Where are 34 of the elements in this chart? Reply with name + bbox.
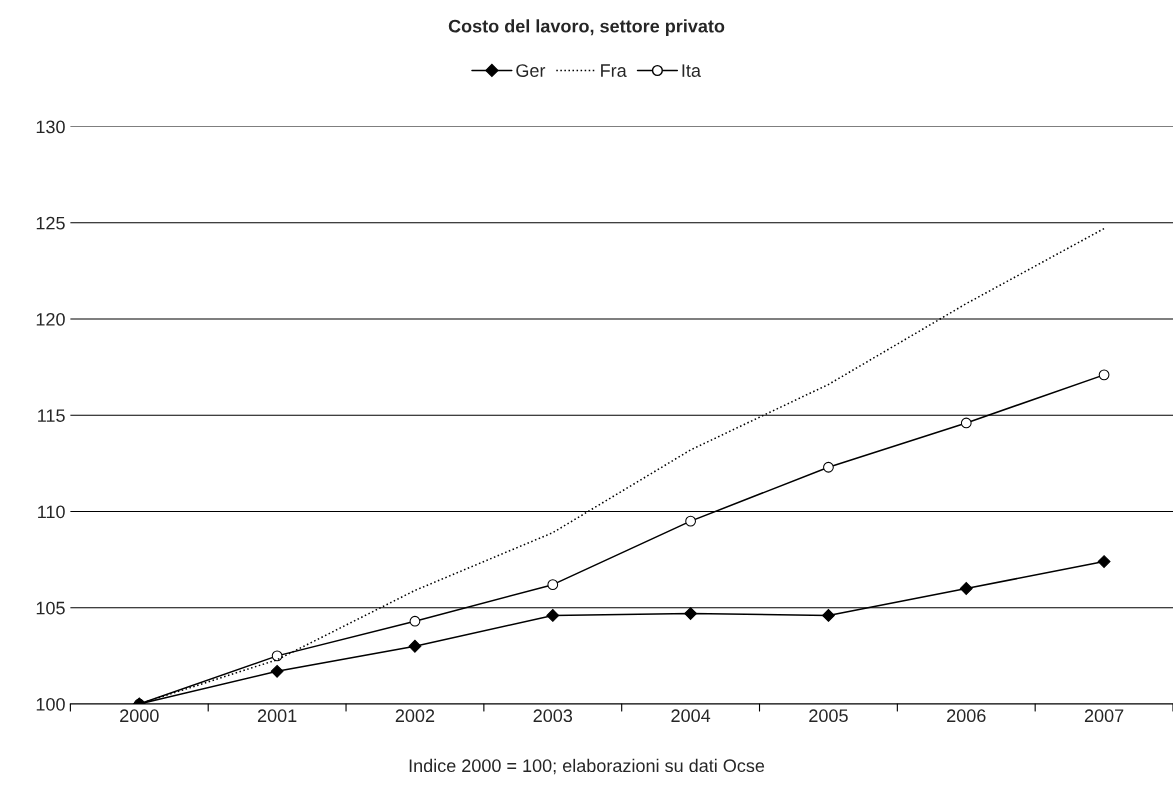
point xyxy=(959,582,973,595)
point xyxy=(684,607,698,620)
point xyxy=(271,650,283,662)
point xyxy=(823,461,834,473)
point xyxy=(270,664,284,678)
x-tick-label: 2002 xyxy=(395,709,435,723)
point xyxy=(1097,555,1111,568)
y-tick-label: 120 xyxy=(36,312,65,326)
point xyxy=(409,615,421,627)
x-tick-label: 2001 xyxy=(257,709,297,723)
chart-title: Costo del lavoro, settore privato xyxy=(448,19,725,37)
point xyxy=(546,609,560,622)
point xyxy=(822,609,835,622)
y-tick-label: 100 xyxy=(36,697,65,711)
y-tick-label: 110 xyxy=(38,505,65,519)
point xyxy=(685,515,696,527)
x-tick-label: 2007 xyxy=(1084,709,1124,723)
x-tick-label: 2005 xyxy=(809,709,848,723)
y-tick-label: 125 xyxy=(36,216,65,230)
y-tick-label: 130 xyxy=(36,120,65,134)
x-tick-label: 2000 xyxy=(120,709,159,723)
y-tick-label: 105 xyxy=(36,601,65,615)
legend-label: Fra xyxy=(601,64,627,77)
x-tick-label: 2003 xyxy=(533,709,573,723)
legend-label: Ita xyxy=(682,64,701,77)
text: Indice 2000 = 100; elaborazioni su dati Ocse xyxy=(409,758,765,775)
point xyxy=(960,417,972,429)
point xyxy=(408,639,422,653)
y-tick-label: 115 xyxy=(38,409,65,422)
point xyxy=(547,579,559,591)
legend-label: Ger xyxy=(516,64,546,77)
x-tick-label: 2006 xyxy=(947,709,986,723)
point xyxy=(1098,369,1110,381)
x-tick-label: 2004 xyxy=(671,709,711,723)
